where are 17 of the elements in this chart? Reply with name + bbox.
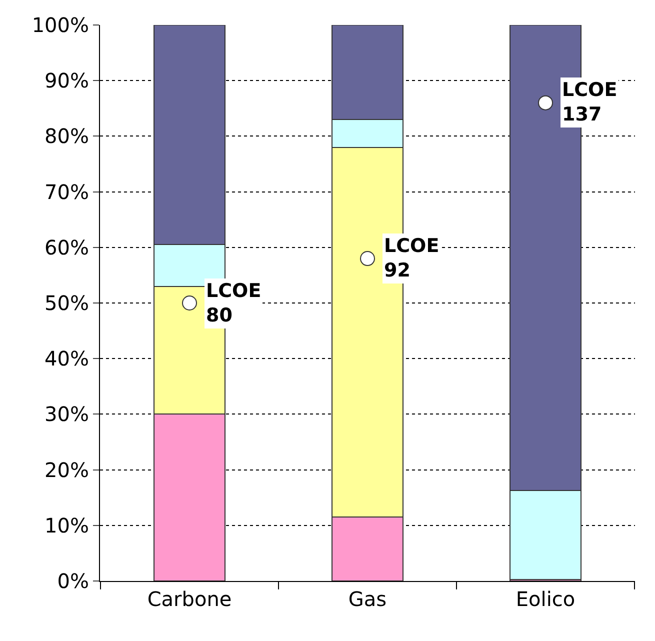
annotation: LCOE 92 bbox=[384, 235, 440, 282]
x-tick-label: Carbone bbox=[147, 587, 232, 611]
y-tick-label: 0% bbox=[57, 569, 89, 593]
y-tick-label: 50% bbox=[44, 291, 89, 315]
annotation: LCOE 137 bbox=[562, 79, 618, 126]
y-tick-label: 60% bbox=[44, 235, 89, 260]
x-tick-label: Gas bbox=[348, 587, 387, 611]
y-tick-label: 20% bbox=[44, 458, 89, 482]
y-tick-label: 80% bbox=[44, 124, 89, 148]
y-tick-label: 70% bbox=[44, 180, 89, 204]
y-tick-label: 90% bbox=[44, 68, 89, 93]
x-tick-label: Eolico bbox=[516, 587, 576, 611]
annotation: LCOE 80 bbox=[206, 280, 262, 327]
y-tick-label: 40% bbox=[44, 346, 89, 371]
y-tick-label: 100% bbox=[32, 13, 89, 37]
y-tick-label: 30% bbox=[44, 402, 89, 426]
y-tick-label: 10% bbox=[44, 513, 89, 538]
